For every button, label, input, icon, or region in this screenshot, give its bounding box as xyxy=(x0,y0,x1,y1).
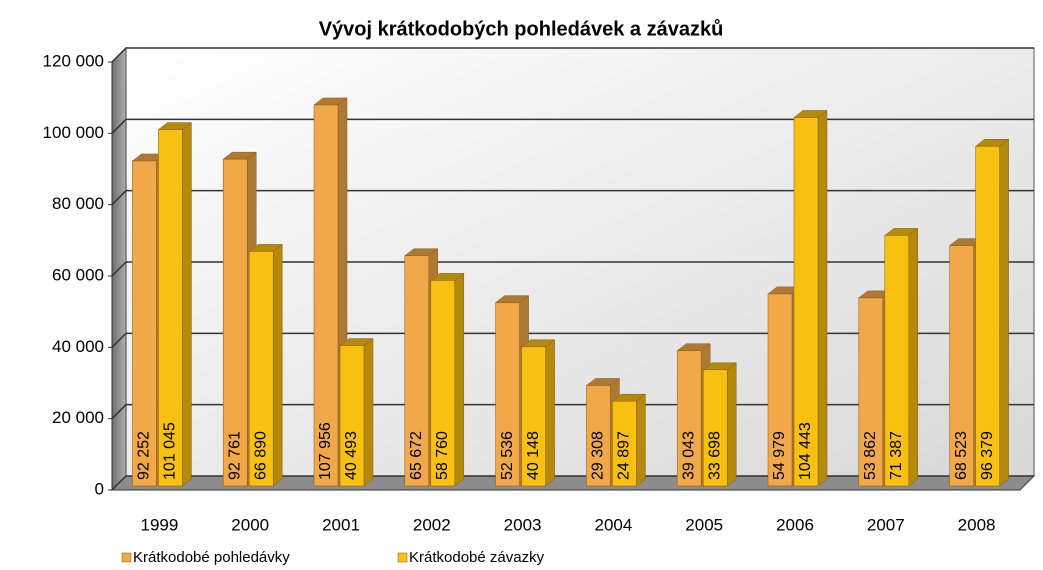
grid-line xyxy=(111,118,1034,134)
chart-title: Vývoj krátkodobých pohledávek a závazků xyxy=(319,18,724,40)
value-label: 52 536 xyxy=(499,431,516,480)
bar-side xyxy=(272,243,283,487)
bar xyxy=(612,400,637,487)
value-label: 66 890 xyxy=(252,431,269,480)
bar xyxy=(313,104,339,487)
value-label: 68 523 xyxy=(953,431,970,480)
y-tick-label: 120 000 xyxy=(43,51,104,70)
value-label: 96 379 xyxy=(979,431,996,480)
grid-line xyxy=(111,261,1034,277)
x-tick-label: 2007 xyxy=(867,515,905,534)
legend-label: Krátkodobé závazky xyxy=(409,549,545,566)
bar-side xyxy=(999,138,1009,487)
y-tick-label: 80 000 xyxy=(52,194,104,213)
legend-swatch xyxy=(121,552,132,563)
y-tick-label: 20 000 xyxy=(52,408,104,427)
bar xyxy=(949,245,974,487)
grid-line xyxy=(111,47,1034,63)
x-tick-label: 2004 xyxy=(594,515,632,534)
bar xyxy=(521,346,546,487)
bar xyxy=(767,293,793,487)
value-label: 107 956 xyxy=(317,422,334,480)
bar xyxy=(858,297,884,487)
value-label: 40 148 xyxy=(525,431,542,480)
value-label: 58 760 xyxy=(434,431,451,480)
bar xyxy=(222,158,248,487)
bar xyxy=(676,350,702,487)
x-tick-label: 2005 xyxy=(685,515,723,534)
bar xyxy=(339,345,365,487)
y-tick-label: 0 xyxy=(95,479,104,498)
bar xyxy=(702,369,728,487)
bar-side xyxy=(817,109,828,487)
value-label: 40 493 xyxy=(343,431,360,480)
bar-side xyxy=(636,393,646,487)
bar xyxy=(248,251,274,487)
value-label: 54 979 xyxy=(771,431,788,480)
grid-line xyxy=(111,189,1034,206)
value-label: 92 252 xyxy=(136,431,153,480)
x-tick-label: 1999 xyxy=(140,515,178,534)
bar-side xyxy=(363,338,374,487)
x-tick-label: 2008 xyxy=(958,515,996,534)
value-label: 33 698 xyxy=(706,431,723,480)
value-label: 29 308 xyxy=(590,431,607,480)
bar-side xyxy=(545,339,555,487)
value-label: 104 443 xyxy=(797,422,814,480)
bar-side xyxy=(726,362,737,487)
bar xyxy=(884,235,910,487)
grid-line xyxy=(111,332,1034,348)
value-label: 24 897 xyxy=(616,431,633,480)
bar xyxy=(430,280,456,487)
bar-side xyxy=(908,227,919,487)
x-tick-label: 2002 xyxy=(413,515,451,534)
x-tick-label: 2003 xyxy=(504,515,542,534)
bar xyxy=(793,117,819,487)
bar xyxy=(586,385,611,487)
bar xyxy=(404,255,430,487)
x-tick-label: 2006 xyxy=(776,515,814,534)
value-label: 53 862 xyxy=(862,431,879,480)
value-label: 92 761 xyxy=(226,431,243,480)
bar-side xyxy=(454,272,465,487)
bar xyxy=(132,160,157,487)
bar xyxy=(495,302,520,487)
value-label: 39 043 xyxy=(680,431,697,480)
y-tick-label: 100 000 xyxy=(43,123,104,142)
x-tick-label: 2001 xyxy=(322,515,360,534)
value-label: 71 387 xyxy=(888,431,905,480)
value-label: 65 672 xyxy=(408,431,425,480)
bar xyxy=(975,145,1000,487)
x-tick-label: 2000 xyxy=(231,515,269,534)
y-tick-label: 60 000 xyxy=(52,265,104,284)
y-tick-label: 40 000 xyxy=(52,337,104,356)
legend-label: Krátkodobé pohledávky xyxy=(133,549,290,566)
legend-swatch xyxy=(397,552,408,563)
value-label: 101 045 xyxy=(162,422,179,480)
bar xyxy=(158,129,183,487)
bar-side xyxy=(182,122,192,487)
